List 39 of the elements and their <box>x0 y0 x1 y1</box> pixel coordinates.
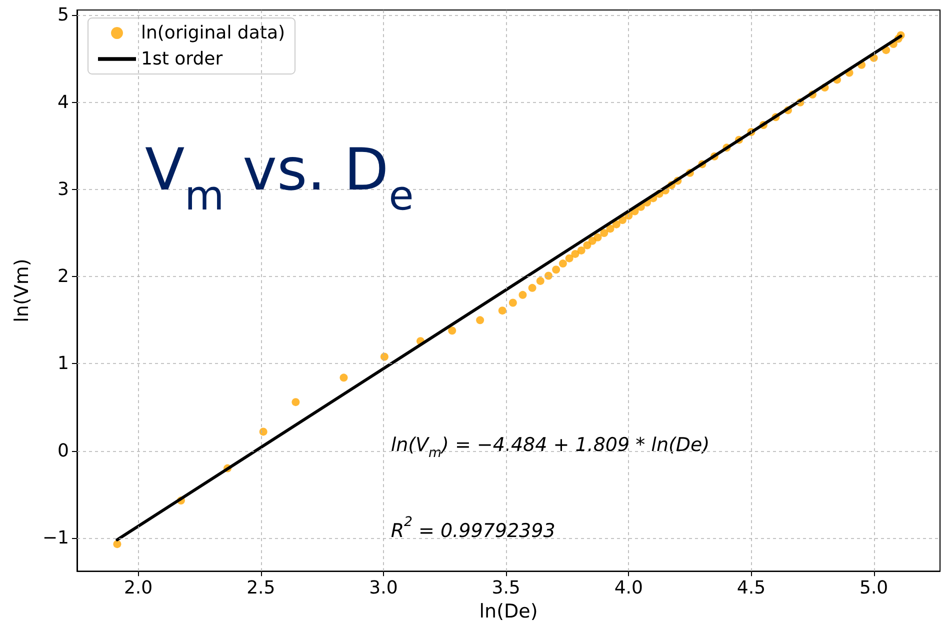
x-axis-title: ln(De) <box>479 600 538 622</box>
legend-label: ln(original data) <box>141 22 285 44</box>
point <box>558 260 567 268</box>
y-axis-title: ln(Vm) <box>11 258 34 322</box>
point <box>606 224 614 233</box>
x-tick-label: 5.0 <box>859 578 888 599</box>
x-tick-label: 4.0 <box>614 578 643 599</box>
point <box>518 290 527 299</box>
point <box>476 316 484 324</box>
x-tick-label: 3.0 <box>369 578 398 599</box>
point <box>536 276 544 285</box>
point <box>292 398 300 406</box>
point <box>508 298 517 307</box>
point <box>113 540 122 548</box>
x-tick-label: 2.5 <box>246 578 276 599</box>
point <box>528 284 536 292</box>
point <box>600 229 608 238</box>
y-tick-label: 3 <box>58 178 69 200</box>
point <box>448 326 456 335</box>
point <box>577 246 586 254</box>
point <box>583 241 592 250</box>
y-tick-label: 0 <box>58 440 69 462</box>
y-tick-label: 1 <box>58 353 69 374</box>
y-tick-label: −1 <box>42 527 69 548</box>
point <box>259 428 268 436</box>
y-tick-label: 5 <box>58 4 69 26</box>
x-tick-label: 3.5 <box>492 578 520 599</box>
x-tick-label: 4.5 <box>736 578 766 599</box>
x-tick-label: 2.0 <box>124 578 153 599</box>
legend-label: 1st order <box>141 48 224 70</box>
point <box>612 220 620 228</box>
point <box>594 233 602 242</box>
point <box>498 306 506 315</box>
y-tick-label: 2 <box>58 266 69 288</box>
point <box>552 266 560 274</box>
y-tick-label: 4 <box>58 92 69 113</box>
point <box>340 374 348 382</box>
point <box>571 250 580 258</box>
point <box>565 254 574 262</box>
